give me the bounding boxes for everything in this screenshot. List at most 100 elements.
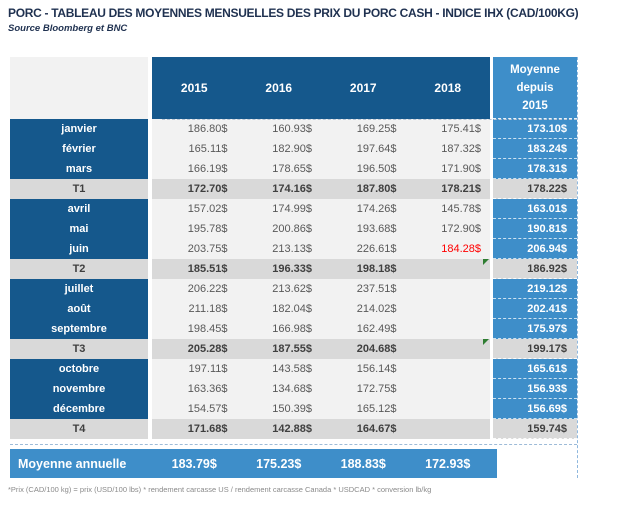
value-cell: 198.18$	[321, 259, 406, 279]
value-cell: 162.49$	[321, 319, 406, 339]
value-cell: 184.28$	[405, 239, 490, 259]
table-row: juillet 206.22$ 213.62$ 237.51$ 219.12$	[10, 279, 577, 299]
average-cell: 219.12$	[493, 279, 577, 299]
table-row: janvier 186.80$ 160.93$ 169.25$ 175.41$ …	[10, 119, 577, 139]
average-cell: 156.69$	[493, 399, 577, 419]
year-header-2018: 2018	[405, 57, 490, 119]
value-cell: 163.36$	[152, 379, 237, 399]
table-row: T1 172.70$ 174.16$ 187.80$ 178.21$ 178.2…	[10, 179, 577, 199]
value-cell	[405, 259, 490, 279]
value-cell	[405, 379, 490, 399]
average-cell: 175.97$	[493, 319, 577, 339]
table-row: T4 171.68$ 142.88$ 164.67$ 159.74$	[10, 419, 577, 439]
table-row: juin 203.75$ 213.13$ 226.61$ 184.28$ 206…	[10, 239, 577, 259]
value-cell: 196.33$	[236, 259, 321, 279]
average-header-line: depuis	[516, 82, 554, 94]
value-cell: 186.80$	[152, 119, 237, 139]
average-cell: 186.92$	[493, 259, 577, 279]
average-cell: 173.10$	[493, 119, 577, 139]
page-break-dashed-line	[162, 119, 577, 120]
page-break-dashed-line	[577, 57, 578, 478]
value-cell	[405, 339, 490, 359]
value-cell: 157.02$	[152, 199, 237, 219]
annual-average-row: Moyenne annuelle 183.79$ 175.23$ 188.83$…	[10, 449, 497, 478]
value-cell: 160.93$	[236, 119, 321, 139]
value-cell: 187.55$	[236, 339, 321, 359]
value-cell: 172.70$	[152, 179, 237, 199]
value-cell: 174.26$	[321, 199, 406, 219]
value-cell: 165.12$	[321, 399, 406, 419]
value-cell: 182.90$	[236, 139, 321, 159]
average-header-line: 2015	[522, 100, 548, 112]
value-cell: 154.57$	[152, 399, 237, 419]
source-line: Source Bloomberg et BNC	[8, 23, 128, 34]
row-label: T2	[10, 259, 148, 279]
value-cell	[405, 319, 490, 339]
average-cell: 165.61$	[493, 359, 577, 379]
value-cell: 185.51$	[152, 259, 237, 279]
value-cell: 175.41$	[405, 119, 490, 139]
value-cell: 200.86$	[236, 219, 321, 239]
value-cell: 187.32$	[405, 139, 490, 159]
comment-marker-icon	[483, 259, 489, 265]
table-row: septembre 198.45$ 166.98$ 162.49$ 175.97…	[10, 319, 577, 339]
year-header-2015: 2015	[152, 57, 237, 119]
value-cell: 198.45$	[152, 319, 237, 339]
value-cell: 226.61$	[321, 239, 406, 259]
value-cell: 204.68$	[321, 339, 406, 359]
table-row: avril 157.02$ 174.99$ 174.26$ 145.78$ 16…	[10, 199, 577, 219]
table-row: T2 185.51$ 196.33$ 198.18$ 186.92$	[10, 259, 577, 279]
page-break-dashed-line	[10, 444, 577, 445]
page-title: PORC - TABLEAU DES MOYENNES MENSUELLES D…	[8, 6, 579, 20]
value-cell	[405, 399, 490, 419]
value-cell: 214.02$	[321, 299, 406, 319]
value-cell: 206.22$	[152, 279, 237, 299]
header-empty-cell	[10, 57, 148, 119]
value-cell	[405, 299, 490, 319]
year-header-2017: 2017	[321, 57, 406, 119]
row-label: T4	[10, 419, 148, 439]
value-cell	[405, 359, 490, 379]
value-cell: 143.58$	[236, 359, 321, 379]
row-label: août	[10, 299, 148, 319]
value-cell: 169.25$	[321, 119, 406, 139]
average-cell: 178.22$	[493, 179, 577, 199]
row-label: T3	[10, 339, 148, 359]
average-cell: 163.01$	[493, 199, 577, 219]
value-cell: 178.65$	[236, 159, 321, 179]
value-cell	[405, 279, 490, 299]
average-cell: 183.24$	[493, 139, 577, 159]
value-cell: 203.75$	[152, 239, 237, 259]
average-cell: 202.41$	[493, 299, 577, 319]
table-row: novembre 163.36$ 134.68$ 172.75$ 156.93$	[10, 379, 577, 399]
comment-marker-icon	[483, 339, 489, 345]
value-cell	[405, 419, 490, 439]
value-cell: 213.62$	[236, 279, 321, 299]
value-cell: 165.11$	[152, 139, 237, 159]
annual-average-label: Moyenne annuelle	[18, 456, 127, 471]
row-label: octobre	[10, 359, 148, 379]
average-header-line: Moyenne	[510, 64, 560, 76]
table-row: mars 166.19$ 178.65$ 196.50$ 171.90$ 178…	[10, 159, 577, 179]
table-header-row: 2015 2016 2017 2018 Moyenne depuis 2015	[10, 57, 577, 119]
value-cell: 171.90$	[405, 159, 490, 179]
value-cell: 145.78$	[405, 199, 490, 219]
value-cell: 156.14$	[321, 359, 406, 379]
value-cell: 237.51$	[321, 279, 406, 299]
value-cell: 166.19$	[152, 159, 237, 179]
row-label: mai	[10, 219, 148, 239]
value-cell: 178.21$	[405, 179, 490, 199]
value-cell: 172.90$	[405, 219, 490, 239]
annual-value-2016: 175.23$	[256, 456, 302, 471]
table-body: janvier 186.80$ 160.93$ 169.25$ 175.41$ …	[10, 119, 577, 439]
average-cell: 178.31$	[493, 159, 577, 179]
row-label: juillet	[10, 279, 148, 299]
value-cell: 213.13$	[236, 239, 321, 259]
year-header-2016: 2016	[236, 57, 321, 119]
value-cell: 197.64$	[321, 139, 406, 159]
row-label: novembre	[10, 379, 148, 399]
value-cell: 166.98$	[236, 319, 321, 339]
row-label: juin	[10, 239, 148, 259]
table-row: décembre 154.57$ 150.39$ 165.12$ 156.69$	[10, 399, 577, 419]
